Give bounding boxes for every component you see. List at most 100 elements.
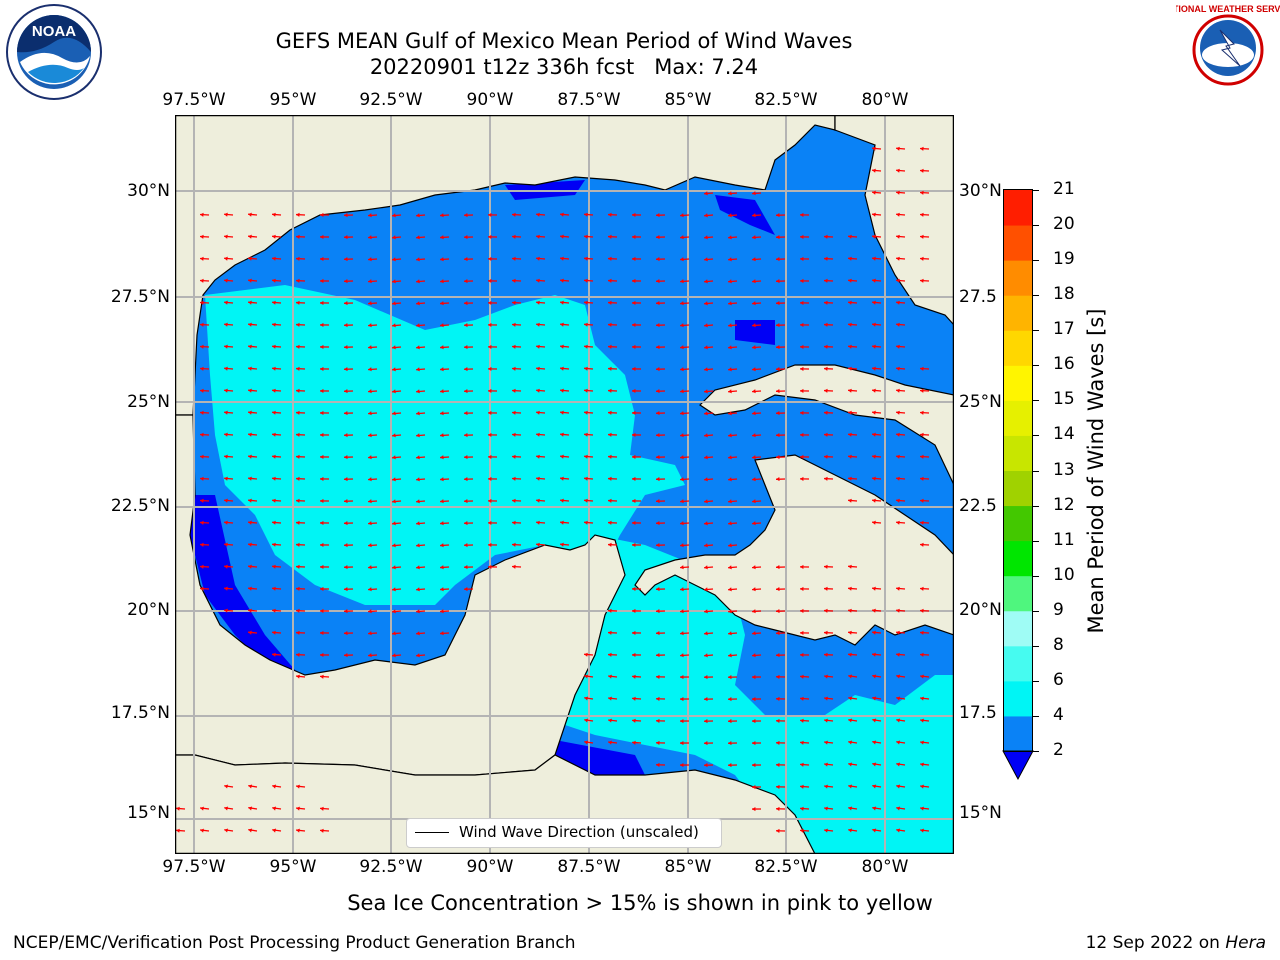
- direction-arrowhead: [272, 608, 276, 613]
- direction-arrowhead: [800, 718, 804, 723]
- direction-arrowhead: [224, 256, 228, 261]
- direction-arrowhead: [488, 234, 492, 240]
- direction-arrowhead: [272, 652, 276, 657]
- direction-arrowhead: [368, 301, 372, 306]
- direction-arrowhead: [872, 652, 876, 657]
- direction-arrowhead: [872, 344, 876, 349]
- direction-arrowhead: [704, 631, 708, 636]
- svg-text:NOAA: NOAA: [32, 23, 76, 40]
- footer-branch: NCEP/EMC/Verification Post Processing Pr…: [13, 933, 576, 953]
- direction-arrowhead: [272, 498, 276, 503]
- direction-arrowhead: [560, 344, 564, 349]
- nws-logo: NATIONAL WEATHER SERVICE: [1161, 0, 1280, 104]
- direction-arrowhead: [536, 388, 540, 393]
- direction-arrowhead: [416, 389, 420, 394]
- direction-arrowhead: [272, 278, 276, 283]
- direction-arrowhead: [200, 432, 204, 437]
- direction-arrowhead: [776, 784, 780, 789]
- direction-arrowhead: [776, 455, 780, 460]
- direction-arrowhead: [728, 389, 732, 394]
- direction-arrowhead: [920, 212, 924, 217]
- footer-date-text: 12 Sep 2022 on: [1085, 933, 1220, 953]
- colorbar-segment: [1004, 645, 1032, 682]
- direction-arrowhead: [488, 542, 492, 548]
- direction-arrowhead: [776, 806, 780, 811]
- direction-arrowhead: [920, 630, 924, 635]
- direction-arrowhead: [368, 631, 372, 636]
- direction-arrowhead: [248, 586, 252, 591]
- direction-arrowhead: [896, 322, 900, 327]
- chart-subtitle: 20220901 t12z 336h fcst Max: 7.24: [369, 55, 759, 79]
- direction-arrowhead: [248, 476, 252, 481]
- direction-arrowhead: [224, 542, 228, 547]
- direction-arrowhead: [248, 212, 252, 217]
- direction-arrowhead: [776, 411, 780, 416]
- direction-arrowhead: [920, 366, 924, 371]
- colorbar-tick-mark: [1033, 330, 1039, 332]
- direction-arrowhead: [392, 389, 396, 394]
- direction-arrowhead: [416, 301, 420, 306]
- direction-arrowhead: [296, 366, 300, 371]
- lat-label: 27.5°N: [110, 287, 170, 307]
- direction-arrowhead: [296, 300, 300, 305]
- direction-arrowhead: [416, 411, 420, 416]
- direction-arrowhead: [248, 542, 252, 547]
- direction-arrowhead: [752, 191, 756, 196]
- direction-arrowhead: [872, 300, 876, 305]
- direction-arrowhead: [248, 410, 252, 415]
- direction-arrowhead: [344, 543, 348, 548]
- direction-arrowhead: [416, 323, 420, 328]
- direction-arrowhead: [608, 454, 612, 459]
- direction-arrowhead: [320, 630, 324, 636]
- direction-arrowhead: [872, 696, 877, 701]
- direction-arrowhead: [488, 212, 492, 218]
- direction-arrowhead: [776, 345, 780, 350]
- direction-arrowhead: [848, 630, 852, 635]
- direction-arrowhead: [920, 410, 924, 415]
- direction-arrowhead: [608, 542, 612, 547]
- direction-arrowhead: [344, 565, 348, 570]
- direction-arrowhead: [752, 696, 756, 702]
- direction-arrowhead: [704, 411, 708, 416]
- direction-arrowhead: [896, 674, 901, 679]
- direction-arrowhead: [752, 367, 756, 372]
- colorbar-label: Mean Period of Wind Waves [s]: [1084, 308, 1108, 634]
- direction-arrowhead: [680, 653, 684, 658]
- direction-arrowhead: [728, 565, 732, 570]
- direction-arrowhead: [296, 520, 300, 525]
- direction-arrowhead: [920, 256, 924, 261]
- direction-arrowhead: [632, 498, 636, 504]
- direction-arrowhead: [440, 543, 444, 548]
- direction-arrowhead: [344, 213, 348, 218]
- lon-label: 82.5°W: [754, 90, 818, 110]
- direction-arrowhead: [752, 653, 756, 658]
- direction-arrowhead: [824, 784, 828, 789]
- direction-arrowhead: [824, 388, 828, 393]
- direction-arrowhead: [800, 344, 804, 350]
- direction-arrowhead: [584, 300, 588, 305]
- direction-arrowhead: [248, 564, 252, 569]
- direction-arrowhead: [512, 234, 516, 239]
- direction-arrowhead: [224, 586, 228, 591]
- direction-arrowhead: [536, 344, 540, 349]
- direction-arrowhead: [920, 520, 924, 525]
- direction-arrowhead: [800, 762, 804, 767]
- direction-arrowhead: [512, 322, 516, 327]
- direction-arrowhead: [632, 674, 636, 679]
- direction-arrowhead: [920, 432, 924, 437]
- direction-arrowhead: [440, 455, 444, 460]
- direction-arrowhead: [920, 762, 924, 767]
- direction-arrowhead: [440, 521, 444, 526]
- direction-arrowhead: [392, 235, 396, 240]
- direction-arrowhead: [800, 630, 804, 636]
- direction-arrowhead: [224, 344, 228, 349]
- direction-arrowhead: [800, 674, 804, 679]
- colorbar-tick-label: 18: [1053, 284, 1075, 305]
- direction-arrowhead: [368, 411, 372, 416]
- wind-wave-direction-arrows: [176, 146, 930, 833]
- lon-label: 80°W: [861, 90, 909, 110]
- direction-arrowhead: [800, 828, 804, 833]
- direction-arrowhead: [248, 300, 252, 305]
- direction-arrowhead: [608, 674, 612, 679]
- direction-arrowhead: [608, 740, 612, 745]
